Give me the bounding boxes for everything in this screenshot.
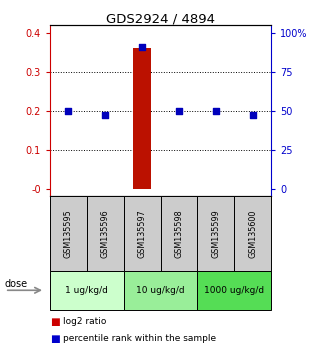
Text: 10 ug/kg/d: 10 ug/kg/d — [136, 286, 185, 295]
Text: percentile rank within the sample: percentile rank within the sample — [63, 334, 216, 343]
Bar — [133, 48, 151, 189]
Text: GSM135598: GSM135598 — [174, 209, 184, 258]
Text: GSM135596: GSM135596 — [100, 209, 110, 258]
Point — [177, 108, 182, 113]
Text: GSM135599: GSM135599 — [211, 209, 221, 258]
Point — [213, 108, 218, 113]
Text: 1 ug/kg/d: 1 ug/kg/d — [65, 286, 108, 295]
Point — [140, 44, 145, 50]
Point — [250, 113, 256, 118]
Text: GDS2924 / 4894: GDS2924 / 4894 — [106, 12, 215, 25]
Text: 1000 ug/kg/d: 1000 ug/kg/d — [204, 286, 265, 295]
Point — [102, 113, 108, 118]
Text: GSM135595: GSM135595 — [64, 209, 73, 258]
Point — [66, 108, 71, 113]
Text: GSM135600: GSM135600 — [248, 210, 257, 258]
Text: GSM135597: GSM135597 — [137, 209, 147, 258]
Text: log2 ratio: log2 ratio — [63, 317, 106, 326]
Text: ■: ■ — [50, 334, 59, 344]
Text: dose: dose — [5, 279, 28, 289]
Text: ■: ■ — [50, 317, 59, 327]
